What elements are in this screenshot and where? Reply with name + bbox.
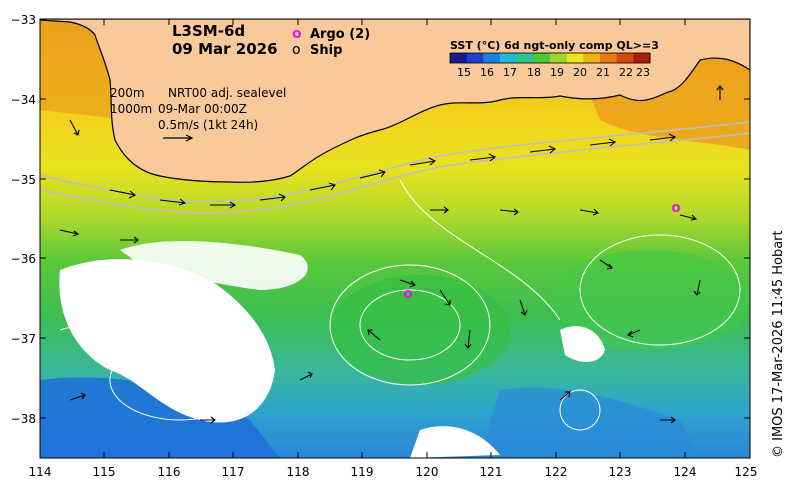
- sealevel-contours: [59, 179, 741, 431]
- product-title: L3SM-6d: [172, 22, 245, 40]
- colorbar-tick-label: 23: [636, 66, 650, 79]
- colorbar-ticks: 15 16 17 18 19 20 21 22 23: [457, 66, 650, 79]
- colorbar-tick-label: 18: [527, 66, 541, 79]
- x-tick-label: 116: [158, 465, 181, 479]
- contour-1000m-label: 1000m: [110, 102, 152, 116]
- cloud-mask-north: [120, 240, 308, 290]
- colorbar-border: [449, 52, 651, 64]
- colorbar-segment: [500, 53, 518, 63]
- contour-1000m: [40, 132, 750, 214]
- x-tick-label: 118: [287, 465, 310, 479]
- analysis-time-label: 09-Mar 00:00Z: [158, 102, 247, 116]
- sst-cool-eddy-west: [330, 275, 510, 385]
- colorbar-segment: [583, 53, 601, 63]
- colorbar-segment: [533, 53, 551, 63]
- y-tick-label: −38: [11, 412, 36, 426]
- colorbar-tick-label: 21: [596, 66, 610, 79]
- colorbar-title: SST (°C) 6d ngt-only comp QL>=3: [450, 39, 659, 52]
- colorbar-segment: [450, 53, 468, 63]
- colorbar-tick-label: 15: [457, 66, 471, 79]
- sealevel-label: NRT00 adj. sealevel: [168, 86, 286, 100]
- colorbar-segment: [483, 53, 501, 63]
- colorbar-segment: [516, 53, 534, 63]
- argo-legend-marker: o: [292, 26, 302, 42]
- colorbar-tick-label: 19: [550, 66, 564, 79]
- colorbar-segment: [550, 53, 568, 63]
- y-axis: [40, 18, 750, 419]
- colorbar-tick-label: 16: [480, 66, 494, 79]
- y-tick-label: −34: [11, 93, 36, 107]
- colorbar-tick-label: 20: [573, 66, 587, 79]
- x-tick-label: 122: [545, 465, 568, 479]
- contour-200m-label: 200m: [110, 86, 145, 100]
- map-plot-area: o o: [40, 19, 750, 458]
- y-tick-label: −35: [11, 173, 36, 187]
- argo-float-marker[interactable]: o: [403, 286, 413, 302]
- ship-legend-marker: o: [292, 42, 301, 58]
- vector-scale-label: 0.5m/s (1kt 24h): [158, 118, 258, 132]
- x-tick-label: 120: [416, 465, 439, 479]
- credit-text: © IMOS 17-Mar-2026 11:45 Hobart: [771, 230, 786, 458]
- y-tick-label: −33: [11, 13, 36, 27]
- sst-cool-eddy-east: [550, 250, 750, 350]
- x-tick-label: 121: [480, 465, 503, 479]
- colorbar-tick-label: 17: [503, 66, 517, 79]
- cloud-mask-southeast: [560, 326, 605, 362]
- map-date: 09 Mar 2026: [172, 40, 278, 58]
- y-tick-label: −37: [11, 332, 36, 346]
- contour-200m: [40, 121, 750, 203]
- argo-float-marker[interactable]: o: [671, 200, 681, 216]
- sst-cold-southeast: [480, 387, 700, 458]
- x-tick-label: 119: [351, 465, 374, 479]
- colorbar-segment: [633, 53, 651, 63]
- x-tick-label: 123: [609, 465, 632, 479]
- vector-scale-arrow: [163, 134, 194, 142]
- x-axis: [39, 19, 751, 458]
- y-tick-label: −36: [11, 252, 36, 266]
- colorbar-segment: [600, 53, 618, 63]
- argo-legend-label: Argo (2): [310, 27, 370, 42]
- colorbar-tick-label: 22: [619, 66, 633, 79]
- sst-colorbar: [449, 52, 651, 64]
- plot-border: [39, 18, 751, 459]
- cloud-mask-south: [410, 426, 500, 458]
- x-tick-label: 115: [93, 465, 116, 479]
- ship-legend-label: Ship: [310, 43, 342, 58]
- colorbar-segment: [566, 53, 584, 63]
- x-tick-label: 125: [735, 465, 758, 479]
- sst-cold-southwest: [40, 377, 280, 458]
- colorbar-segment: [616, 53, 634, 63]
- current-vectors: [59, 85, 724, 424]
- x-tick-label: 114: [29, 465, 52, 479]
- x-tick-label: 124: [674, 465, 697, 479]
- colorbar-segment: [466, 53, 484, 63]
- x-tick-label: 117: [222, 465, 245, 479]
